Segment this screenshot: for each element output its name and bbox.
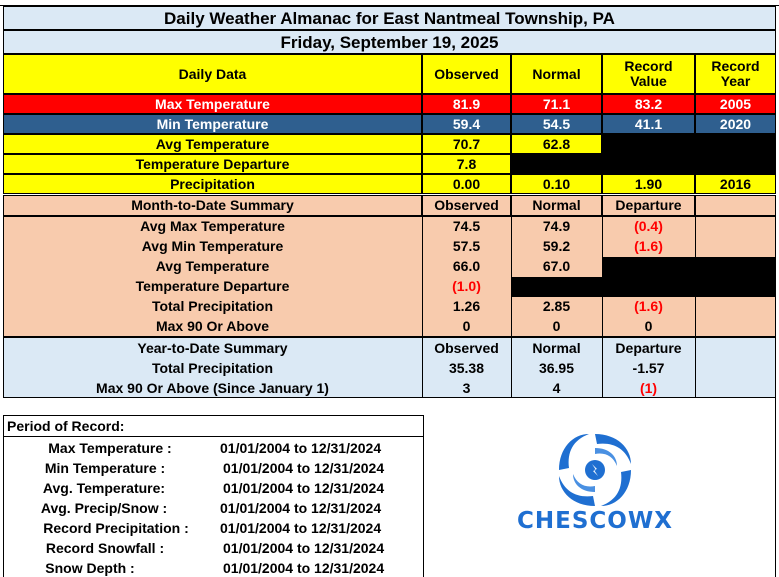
daily-row-precip-observed: 0.00 xyxy=(422,174,511,194)
daily-row-min-normal: 54.5 xyxy=(511,114,602,134)
month-row-label: Temperature Departure xyxy=(135,278,290,294)
month-blackout-cell xyxy=(602,257,776,297)
year-row-label: Total Precipitation xyxy=(151,360,274,376)
month-row-normal: 74.9 xyxy=(542,218,571,234)
por-range: 01/01/2004 to 12/31/2024 xyxy=(220,440,382,456)
month-row-normal: 67.0 xyxy=(542,258,571,274)
month-header-observed: Observed xyxy=(422,195,511,216)
por-range: 01/01/2004 to 12/31/2024 xyxy=(223,540,385,556)
daily-header-observed: Observed xyxy=(422,54,511,94)
por-label: Snow Depth : xyxy=(45,560,135,576)
por-label: Record Precipitation : xyxy=(43,520,189,536)
month-row-label: Avg Temperature xyxy=(155,258,270,274)
daily-row-departure-label: Temperature Departure xyxy=(3,154,422,174)
daily-header-normal: Normal xyxy=(511,54,602,94)
por-range: 01/01/2004 to 12/31/2024 xyxy=(223,480,385,496)
month-row-normal: 0 xyxy=(552,318,561,334)
month-row-label: Avg Min Temperature xyxy=(141,238,284,254)
month-row-normal: 2.85 xyxy=(542,298,571,314)
month-row-departure: (0.4) xyxy=(634,218,663,234)
daily-row-precip-record-year: 2016 xyxy=(695,174,776,194)
logo-text: CHESCOWX xyxy=(517,508,673,534)
daily-header-record-year: Record Year xyxy=(695,54,776,94)
daily-row-departure-observed: 7.8 xyxy=(422,154,511,174)
page-date: Friday, September 19, 2025 xyxy=(3,30,776,54)
daily-row-max-record-year: 2005 xyxy=(695,94,776,114)
daily-blackout-cell xyxy=(511,154,602,174)
year-row-observed: 35.38 xyxy=(448,360,485,376)
daily-row-max-label: Max Temperature xyxy=(3,94,422,114)
right-edge-line xyxy=(775,398,776,577)
month-header-empty xyxy=(695,195,776,216)
month-header-departure: Departure xyxy=(602,195,695,216)
por-range: 01/01/2004 to 12/31/2024 xyxy=(220,520,382,536)
period-of-record-title: Period of Record: xyxy=(7,418,125,434)
year-header-label: Year-to-Date Summary xyxy=(137,340,288,356)
month-row-observed: (1.0) xyxy=(452,278,481,294)
month-row-label: Avg Max Temperature xyxy=(140,218,285,234)
daily-blackout-cell xyxy=(602,134,776,174)
year-header-observed: Observed xyxy=(434,340,499,356)
daily-row-max-record-value: 83.2 xyxy=(602,94,695,114)
por-range: 01/01/2004 to 12/31/2024 xyxy=(223,460,385,476)
month-col-divider xyxy=(422,216,423,337)
daily-row-precip-label: Precipitation xyxy=(3,174,422,194)
period-of-record-title-box xyxy=(3,415,424,437)
daily-row-max-observed: 81.9 xyxy=(422,94,511,114)
year-row-departure: -1.57 xyxy=(632,360,665,376)
daily-row-min-label: Min Temperature xyxy=(3,114,422,134)
daily-header-record-value: Record Value xyxy=(602,54,695,94)
year-col-divider xyxy=(511,337,512,398)
month-row-departure: (1.6) xyxy=(634,298,663,314)
year-header-departure: Departure xyxy=(615,340,682,356)
page-title: Daily Weather Almanac for East Nantmeal … xyxy=(3,6,776,30)
por-label: Record Snowfall : xyxy=(45,540,165,556)
year-row-departure: (1) xyxy=(639,380,658,396)
month-row-departure: (1.6) xyxy=(634,238,663,254)
month-row-observed: 74.5 xyxy=(452,218,481,234)
year-row-normal: 4 xyxy=(552,380,561,396)
month-row-observed: 57.5 xyxy=(452,238,481,254)
month-blackout-cell xyxy=(511,277,602,297)
month-col-divider xyxy=(511,216,512,337)
chescowx-logo: CHESCOWX xyxy=(460,430,730,540)
por-range: 01/01/2004 to 12/31/2024 xyxy=(220,500,382,516)
por-label: Max Temperature : xyxy=(48,440,172,456)
top-border-line xyxy=(0,0,779,6)
month-header-label: Month-to-Date Summary xyxy=(3,195,422,216)
month-row-observed: 66.0 xyxy=(452,258,481,274)
por-label: Avg. Precip/Snow : xyxy=(40,500,168,516)
daily-row-avg-normal: 62.8 xyxy=(511,134,602,154)
year-col-divider xyxy=(602,337,603,398)
year-col-divider xyxy=(422,337,423,398)
year-row-observed: 3 xyxy=(462,380,471,396)
por-label: Avg. Temperature: xyxy=(42,480,166,496)
swirl-logo-icon xyxy=(559,434,631,506)
year-header-normal: Normal xyxy=(532,340,581,356)
daily-row-max-normal: 71.1 xyxy=(511,94,602,114)
year-col-divider xyxy=(695,337,696,398)
daily-row-min-record-year: 2020 xyxy=(695,114,776,134)
month-row-label: Max 90 Or Above xyxy=(155,318,270,334)
period-of-record-box xyxy=(3,415,424,577)
month-row-normal: 59.2 xyxy=(542,238,571,254)
por-range: 01/01/2004 to 12/31/2024 xyxy=(223,560,385,576)
month-row-departure: 0 xyxy=(644,318,653,334)
por-label: Min Temperature : xyxy=(44,460,166,476)
daily-row-avg-observed: 70.7 xyxy=(422,134,511,154)
year-row-normal: 36.95 xyxy=(538,360,575,376)
year-row-label: Max 90 Or Above (Since January 1) xyxy=(96,380,329,396)
month-row-label: Total Precipitation xyxy=(151,298,274,314)
daily-row-avg-label: Avg Temperature xyxy=(3,134,422,154)
year-body xyxy=(3,337,776,398)
month-row-observed: 0 xyxy=(462,318,471,334)
daily-row-precip-normal: 0.10 xyxy=(511,174,602,194)
daily-row-min-record-value: 41.1 xyxy=(602,114,695,134)
daily-row-min-observed: 59.4 xyxy=(422,114,511,134)
month-row-observed: 1.26 xyxy=(452,298,481,314)
month-header-normal: Normal xyxy=(511,195,602,216)
daily-header-label: Daily Data xyxy=(3,54,422,94)
daily-row-precip-record-value: 1.90 xyxy=(602,174,695,194)
